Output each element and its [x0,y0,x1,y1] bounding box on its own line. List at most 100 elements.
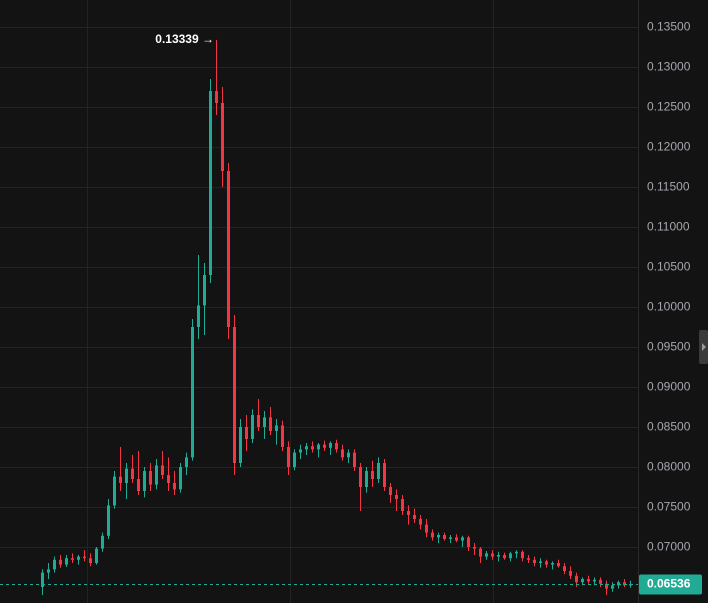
candle-body [155,465,158,485]
candle-body [65,558,68,565]
candle-body [179,467,182,490]
y-tick-label: 0.10500 [647,260,691,274]
candle-body [461,537,464,541]
candle-body [359,467,362,487]
candle-body [257,415,260,427]
candle-body [485,553,488,557]
y-tick-label: 0.09500 [647,340,691,354]
candle-body [491,553,494,557]
candle-body [161,465,164,475]
candle-body [203,275,206,306]
candle-body [593,579,596,582]
y-tick-label: 0.10000 [647,300,691,314]
candle-body [587,579,590,582]
candle-body [143,471,146,491]
candle-body [89,558,92,563]
candle-body [419,519,422,525]
y-tick-label: 0.07500 [647,500,691,514]
candle-body [101,535,104,549]
candle-body [413,515,416,519]
y-tick-label: 0.09000 [647,380,691,394]
candle-body [497,555,500,557]
candle-body [443,535,446,539]
candle-body [533,559,536,563]
candle-body [581,579,584,583]
candle-body [389,487,392,495]
candle-body [335,443,338,450]
candle-body [575,575,578,583]
y-tick-label: 0.13000 [647,60,691,74]
candle-body [215,91,218,103]
candle-body [269,417,272,431]
candle-body [605,583,608,589]
scale-handle-arrow [702,343,706,351]
candle-body [233,327,236,463]
candle-body [191,327,194,458]
candle-body [119,476,122,483]
candle-body [113,476,116,506]
candle-body [107,505,110,536]
candle-body [479,548,482,557]
candle-body [341,449,344,458]
candle-body [131,468,134,479]
y-tick-label: 0.07000 [647,540,691,554]
candle-body [557,563,560,567]
candle-body [167,475,170,483]
candle-body [245,427,248,439]
y-tick-label: 0.12000 [647,140,691,154]
candle-body [71,558,74,560]
candle-body [221,103,224,171]
candle-body [371,471,374,479]
candle-body [425,524,428,533]
candle-body [569,571,572,576]
candle-body [545,561,548,565]
candle-body [251,415,254,439]
candle-body [53,559,56,570]
peak-label: 0.13339 → [155,32,214,46]
candle-body [473,547,476,549]
candle-body [437,535,440,538]
candle-body [209,91,212,275]
candle-body [509,553,512,559]
candle-body [311,446,314,450]
candle-body [329,443,332,448]
candle-body [617,582,620,586]
candle-body [323,444,326,448]
candle-body [173,483,176,490]
candle-body [293,452,296,467]
candle-body [317,444,320,450]
y-tick-label: 0.11500 [647,180,690,194]
candle-body [365,471,368,487]
candle-body [263,417,266,427]
candle-body [521,551,524,559]
candle-body [467,537,470,547]
y-tick-label: 0.08000 [647,460,691,474]
last-price-box [639,574,702,595]
candle-body [527,558,530,560]
candle-body [347,452,350,458]
candle-body [275,425,278,431]
candle-body [287,447,290,467]
candle-body [503,555,506,559]
candle-body [563,566,566,571]
candle-body [41,572,44,587]
candle-body [305,446,308,450]
candle-body [95,548,98,563]
candle-body [149,471,152,485]
candle-body [515,551,518,554]
candle-body [59,559,62,565]
candle-body [83,556,86,559]
y-tick-label: 0.11000 [647,220,690,234]
candle-body [431,532,434,538]
candle-body [407,511,410,515]
candle-body [137,479,140,491]
candle-body [77,556,80,560]
candle-body [383,463,386,487]
candle-body [353,452,356,467]
candle-body [239,427,242,463]
candle-body [401,499,404,511]
candle-body [185,457,188,467]
